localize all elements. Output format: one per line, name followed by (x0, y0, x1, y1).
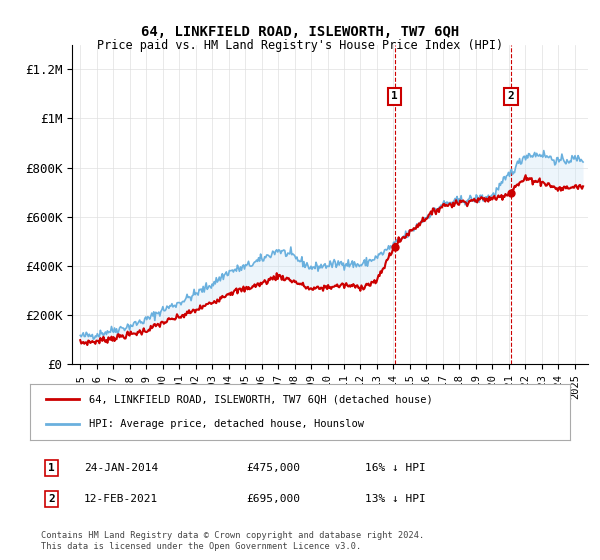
Text: £695,000: £695,000 (246, 494, 300, 504)
Text: Contains HM Land Registry data © Crown copyright and database right 2024.
This d: Contains HM Land Registry data © Crown c… (41, 531, 424, 551)
Text: 13% ↓ HPI: 13% ↓ HPI (365, 494, 425, 504)
Text: 1: 1 (391, 91, 398, 101)
Text: Price paid vs. HM Land Registry's House Price Index (HPI): Price paid vs. HM Land Registry's House … (97, 39, 503, 52)
Text: 12-FEB-2021: 12-FEB-2021 (84, 494, 158, 504)
Text: £475,000: £475,000 (246, 463, 300, 473)
Text: HPI: Average price, detached house, Hounslow: HPI: Average price, detached house, Houn… (89, 419, 364, 429)
Text: 2: 2 (508, 91, 514, 101)
Text: 1: 1 (48, 463, 55, 473)
Text: 24-JAN-2014: 24-JAN-2014 (84, 463, 158, 473)
Text: 16% ↓ HPI: 16% ↓ HPI (365, 463, 425, 473)
Text: 64, LINKFIELD ROAD, ISLEWORTH, TW7 6QH: 64, LINKFIELD ROAD, ISLEWORTH, TW7 6QH (141, 25, 459, 39)
Text: 2: 2 (48, 494, 55, 504)
Text: 64, LINKFIELD ROAD, ISLEWORTH, TW7 6QH (detached house): 64, LINKFIELD ROAD, ISLEWORTH, TW7 6QH (… (89, 394, 433, 404)
